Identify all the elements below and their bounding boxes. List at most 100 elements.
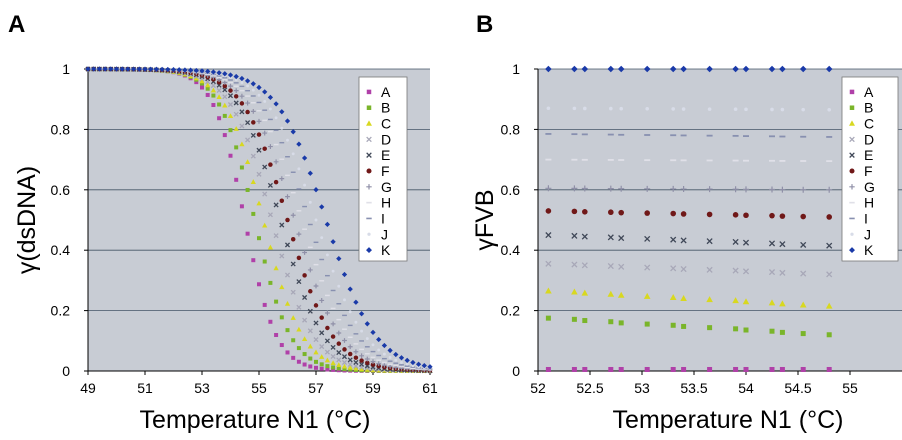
data-point	[250, 81, 256, 87]
data-point	[250, 179, 256, 184]
data-point	[222, 77, 228, 79]
data-point	[297, 167, 301, 171]
data-point	[284, 118, 291, 124]
legend-marker	[366, 136, 372, 143]
data-point	[427, 364, 433, 370]
data-point	[800, 241, 807, 248]
x-tick-label: 61	[422, 380, 438, 396]
y-tick-label: 1	[62, 61, 70, 77]
data-point	[267, 94, 274, 100]
data-point	[732, 134, 739, 137]
data-point	[826, 186, 833, 193]
data-point	[307, 328, 313, 334]
data-point	[256, 101, 262, 104]
legend-marker	[849, 217, 855, 220]
legend-marker	[849, 120, 855, 126]
data-point	[273, 143, 279, 146]
data-point	[262, 89, 268, 95]
data-point	[342, 338, 347, 343]
data-point	[644, 210, 650, 216]
data-point	[376, 363, 381, 369]
data-point	[608, 319, 614, 325]
legend-label: C	[381, 116, 391, 132]
data-point	[571, 133, 578, 136]
data-point	[671, 107, 675, 111]
legend-label: C	[864, 116, 874, 132]
data-point	[644, 134, 651, 136]
data-point	[644, 264, 651, 271]
data-point	[325, 294, 330, 297]
data-point	[119, 66, 125, 72]
data-point	[743, 327, 749, 333]
data-point	[263, 99, 267, 103]
data-point	[273, 202, 279, 208]
data-point	[336, 362, 342, 367]
data-point	[572, 106, 577, 111]
data-point	[706, 186, 713, 193]
data-point	[571, 366, 577, 372]
data-point	[359, 340, 364, 342]
data-point	[359, 361, 365, 367]
data-point	[387, 347, 393, 354]
data-point	[359, 348, 364, 351]
data-point	[125, 66, 131, 72]
data-point	[607, 65, 615, 73]
data-point	[245, 109, 250, 115]
data-point	[325, 367, 330, 372]
data-point	[618, 235, 625, 242]
legend-label: H	[381, 195, 391, 211]
data-point	[239, 123, 245, 129]
data-point	[571, 232, 578, 239]
legend-label: K	[864, 242, 874, 258]
data-point	[302, 362, 307, 367]
data-point	[251, 88, 255, 92]
data-point	[644, 366, 650, 372]
legend-marker	[366, 247, 372, 254]
data-point	[176, 67, 182, 73]
data-point	[364, 353, 370, 355]
data-point	[331, 269, 335, 273]
data-point	[421, 362, 427, 369]
data-point	[617, 291, 625, 298]
data-point	[302, 250, 307, 255]
data-point	[325, 310, 330, 316]
data-point	[216, 76, 222, 79]
data-point	[743, 159, 749, 162]
data-point	[250, 132, 256, 138]
data-point	[353, 355, 359, 360]
data-point	[393, 362, 399, 364]
legend-label: I	[864, 210, 868, 226]
data-point	[290, 129, 296, 135]
data-point	[743, 186, 749, 193]
y-tick-label: 0.8	[501, 121, 521, 137]
data-point	[370, 356, 376, 359]
data-point	[359, 358, 364, 363]
data-point	[285, 328, 290, 333]
data-point	[347, 336, 353, 338]
data-point	[799, 301, 807, 308]
data-point	[193, 67, 199, 74]
x-axis-title: Temperature N1 (°C)	[140, 406, 371, 434]
data-point	[244, 78, 251, 84]
data-point	[825, 302, 833, 309]
data-point	[399, 366, 404, 368]
data-point	[222, 102, 228, 108]
data-point	[222, 94, 228, 100]
data-point	[800, 270, 807, 277]
data-point	[239, 204, 244, 209]
data-point	[644, 321, 650, 327]
data-point	[733, 326, 739, 332]
y-tick-label: 0	[62, 363, 70, 379]
data-point	[607, 159, 614, 161]
data-point	[341, 363, 348, 369]
data-point	[325, 364, 330, 369]
data-point	[733, 107, 738, 112]
data-point	[239, 93, 245, 99]
data-point	[319, 330, 325, 336]
data-point	[301, 155, 308, 161]
data-point	[320, 236, 324, 240]
data-point	[347, 344, 353, 350]
data-point	[284, 272, 291, 278]
data-point	[330, 307, 336, 310]
data-point	[250, 95, 256, 97]
